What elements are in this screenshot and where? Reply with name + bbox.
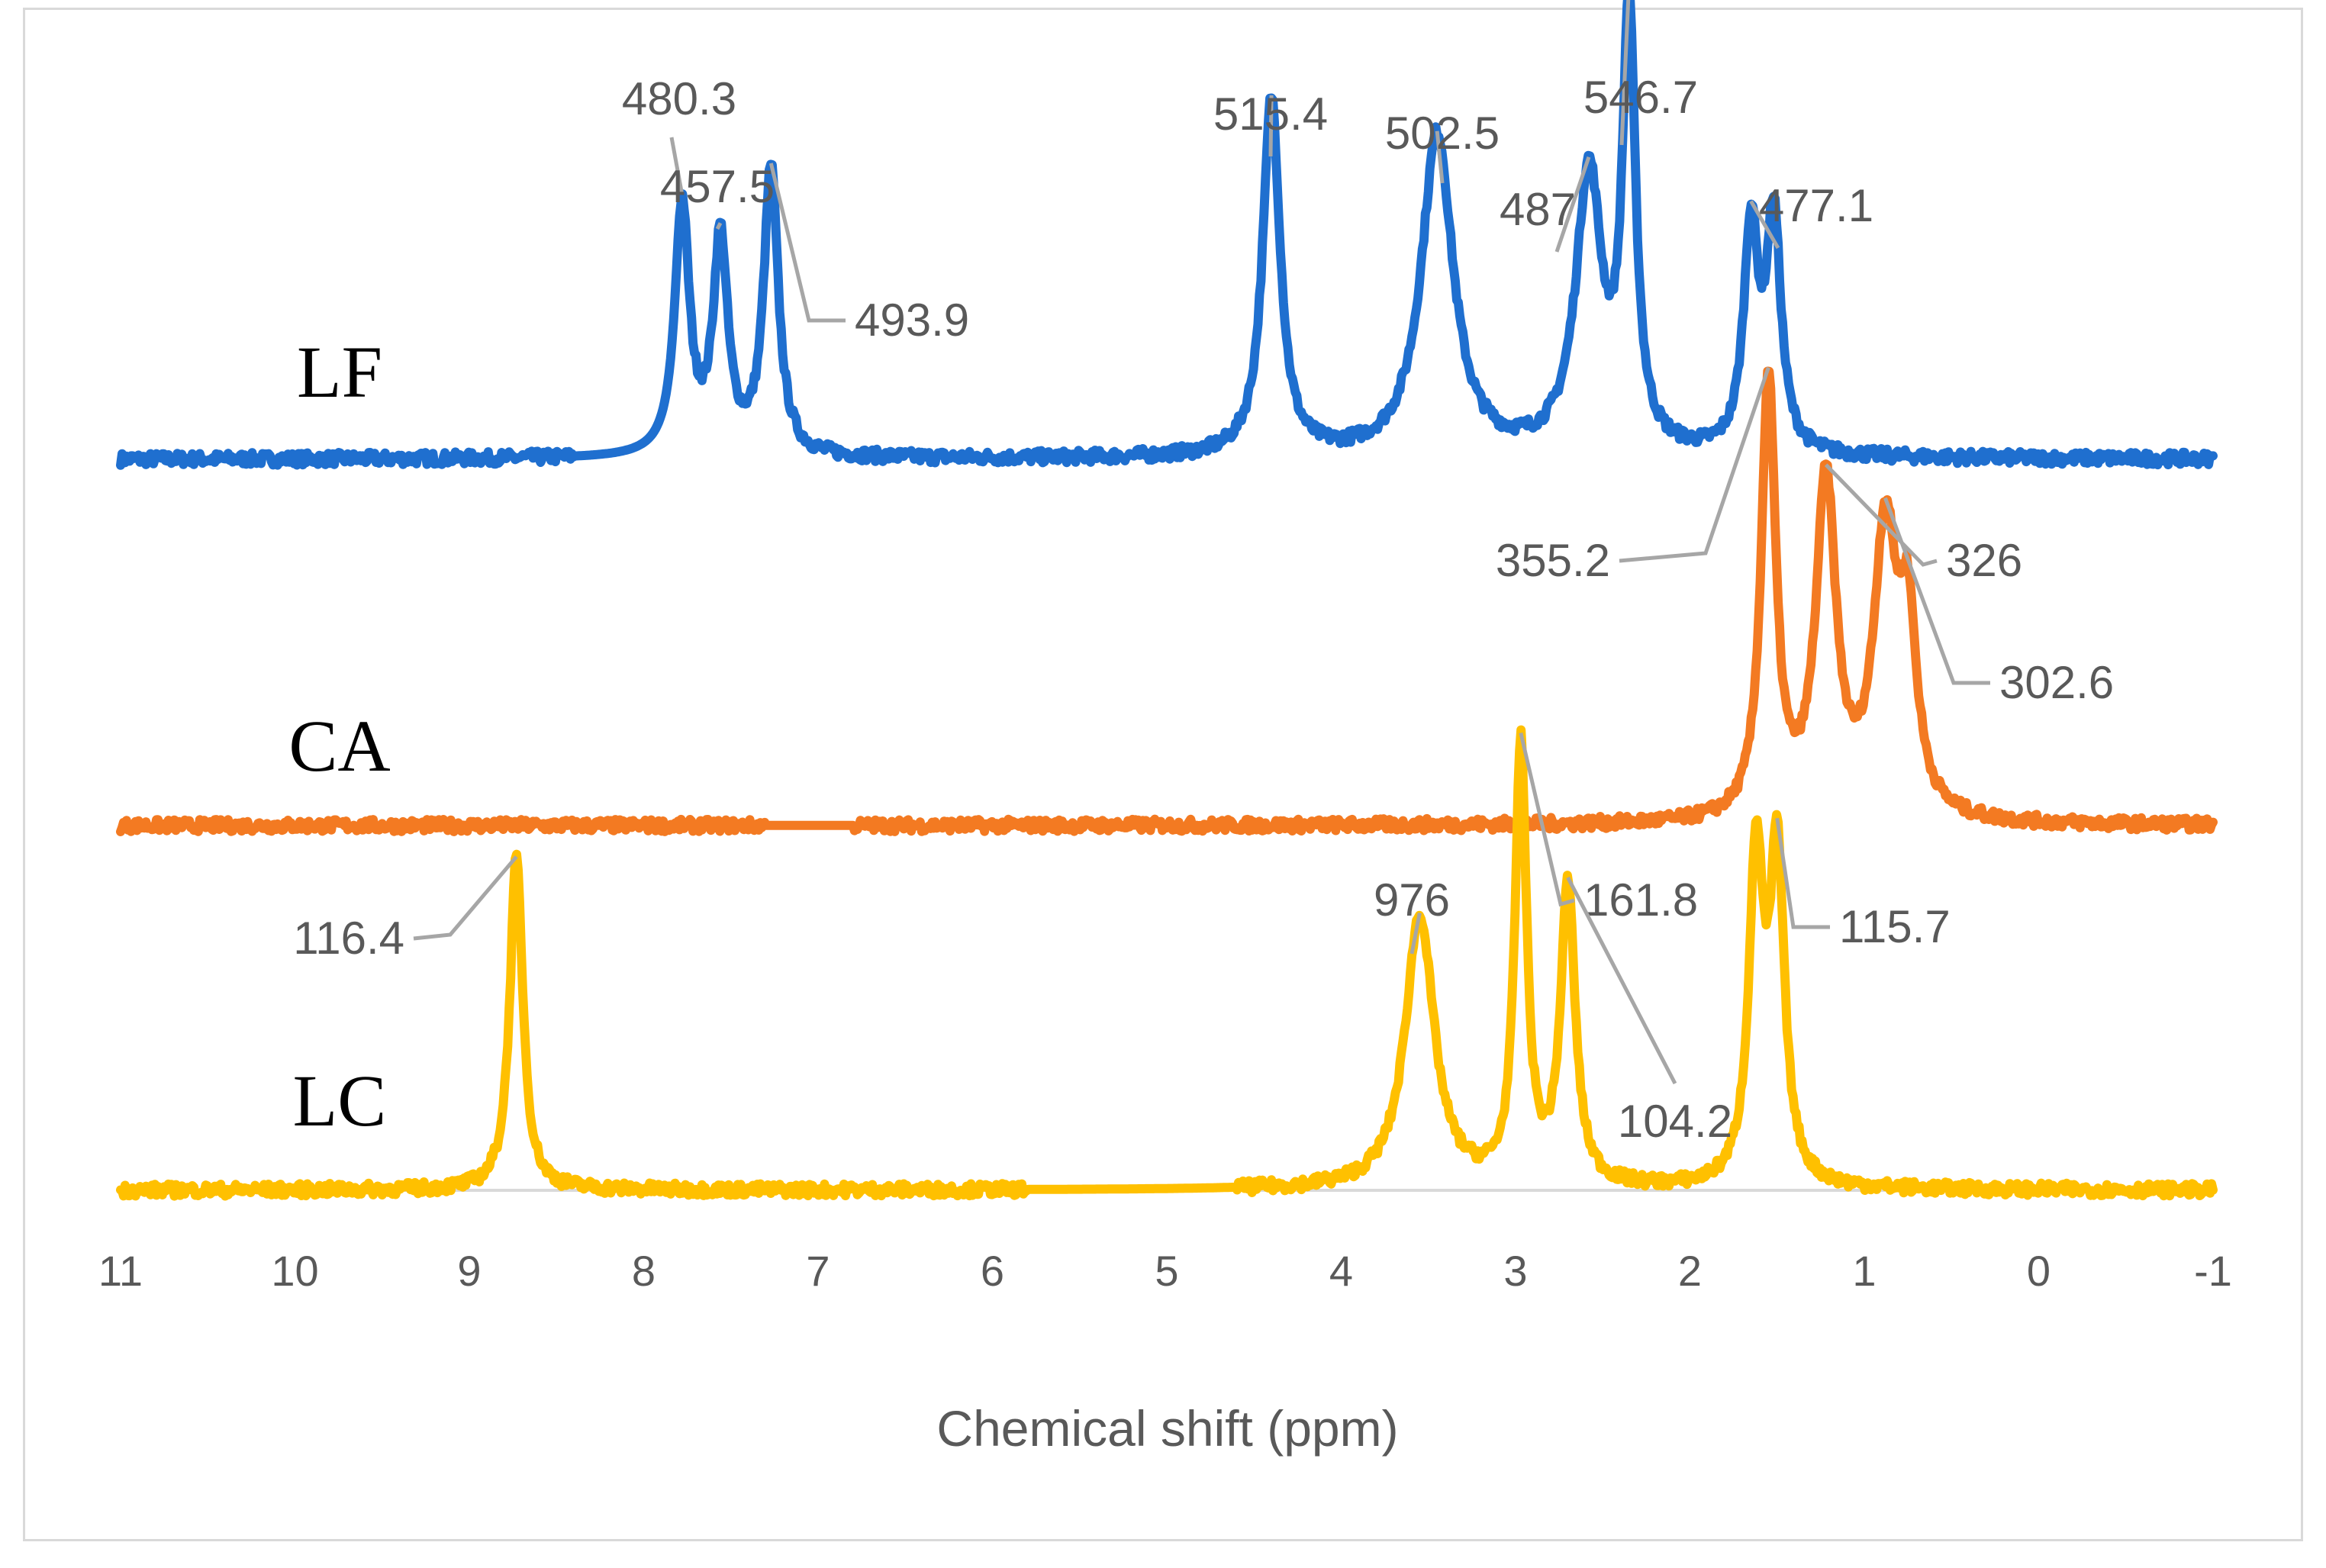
x-tick-label: 3 — [1503, 1247, 1527, 1295]
peak-label: 302.6 — [1999, 657, 2114, 708]
peak-leader-line — [1883, 497, 1990, 685]
peak-leader-line — [1749, 200, 1780, 250]
series-name-lf: LF — [297, 331, 382, 413]
chart-frame — [23, 8, 2303, 1541]
peak-leader-line — [715, 222, 723, 230]
peak-leader-line — [413, 855, 518, 941]
x-tick-label: -1 — [2194, 1247, 2232, 1295]
x-tick-label: 1 — [1852, 1247, 1876, 1295]
peak-label: 480.3 — [622, 73, 736, 124]
spectrum-line-lc — [116, 725, 2218, 1201]
peak-leader-line — [1775, 817, 1830, 929]
peak-label: 487 — [1500, 184, 1576, 235]
peak-label: 457.5 — [660, 161, 775, 212]
peak-label: 326 — [1946, 535, 2022, 586]
series-name-lc: LC — [293, 1060, 387, 1141]
x-tick-label: 6 — [981, 1247, 1004, 1295]
peak-label: 161.8 — [1583, 874, 1698, 926]
peak-leader-line — [1566, 876, 1677, 1085]
peak-label: 546.7 — [1583, 72, 1698, 123]
peak-label: 116.4 — [293, 913, 404, 964]
peak-leader-line — [1435, 130, 1445, 184]
peak-label: 976 — [1374, 874, 1450, 926]
x-tick-label: 10 — [271, 1247, 318, 1295]
series-name-ca: CA — [288, 705, 390, 787]
peak-label: 477.1 — [1759, 180, 1873, 231]
peak-label: 355.2 — [1496, 535, 1610, 586]
spectrum-line-ca — [116, 366, 2218, 836]
peak-label: 502.5 — [1385, 108, 1500, 159]
x-tick-label: 7 — [806, 1247, 830, 1295]
peak-label: 515.4 — [1213, 89, 1328, 140]
peak-leader-line — [1824, 463, 1938, 567]
peak-leader-line — [1554, 156, 1591, 253]
peak-label: 493.9 — [855, 295, 969, 346]
peak-leader-line — [1409, 913, 1422, 955]
peak-leader-line — [1519, 732, 1575, 907]
peak-label: 104.2 — [1618, 1096, 1732, 1147]
peak-label: 115.7 — [1839, 901, 1951, 952]
spectrum-line-lf — [116, 0, 2218, 470]
x-tick-label: 9 — [457, 1247, 481, 1295]
x-tick-label: 4 — [1329, 1247, 1353, 1295]
x-axis-title: Chemical shift (ppm) — [936, 1400, 1398, 1457]
x-tick-label: 2 — [1678, 1247, 1702, 1295]
series-names: LF CA LC — [288, 331, 390, 1141]
peak-leader-line — [768, 163, 846, 323]
x-tick-labels: 11 10 9 8 7 6 5 4 3 2 1 0 -1 — [98, 1247, 2232, 1295]
peak-leader-line — [1619, 366, 1770, 563]
peak-leader-line — [1619, 0, 1631, 146]
spectra-group — [116, 0, 2218, 1201]
x-tick-label: 8 — [632, 1247, 656, 1295]
x-tick-label: 11 — [98, 1247, 143, 1295]
x-tick-label: 0 — [2027, 1247, 2051, 1295]
peak-leader-line — [669, 137, 685, 195]
x-tick-label: 5 — [1155, 1247, 1178, 1295]
